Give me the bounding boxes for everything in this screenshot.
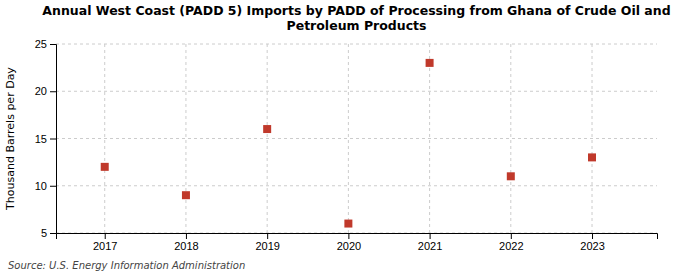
tick-label: 5	[41, 227, 47, 239]
grid-line-x	[104, 44, 105, 233]
tick-label: 2017	[93, 240, 117, 252]
grid-line-y	[56, 44, 657, 45]
tick-mark	[592, 233, 593, 239]
tick: 2023	[580, 233, 604, 252]
tick: 5	[41, 227, 56, 239]
point	[507, 172, 515, 180]
tick: 25	[35, 38, 56, 50]
points	[101, 59, 596, 228]
tick-label: 2023	[580, 240, 604, 252]
tick-mark	[186, 233, 187, 239]
grid-line-x	[267, 44, 268, 233]
tick-mark	[50, 44, 56, 45]
tick-label: 10	[35, 180, 47, 192]
tick-label: 2020	[337, 240, 361, 252]
grid-line-x	[510, 44, 511, 233]
point	[426, 59, 434, 67]
tick: 20	[35, 85, 56, 97]
grid-line-y	[56, 138, 657, 139]
tick-mark	[430, 233, 431, 239]
tick-label: 25	[35, 38, 47, 50]
grid-line-x	[592, 44, 593, 233]
tick-label: 2022	[499, 240, 523, 252]
tick-label: 2021	[418, 240, 442, 252]
y-axis-title: Thousand Barrels per Day	[4, 67, 17, 211]
chart-container: 2017 2018 2019 2020 2021 2022 2023 5 10 15 20 25 Tho…	[0, 0, 675, 275]
grid-line-x	[185, 44, 186, 233]
plot-area: 2017 2018 2019 2020 2021 2022 2023 5 10 15 20 25	[35, 38, 658, 252]
grid-line-y	[56, 185, 657, 186]
chart-svg: 2017 2018 2019 2020 2021 2022 2023 5 10 15 20 25 Tho…	[0, 0, 675, 275]
grid-line-x	[348, 44, 349, 233]
tick-mark	[50, 139, 56, 140]
source: Source: U.S. Energy Information Administ…	[8, 260, 245, 271]
tick: 2021	[418, 233, 442, 252]
title: Annual West Coast (PADD 5) Imports by PA…	[42, 3, 670, 33]
x-axis: 2017 2018 2019 2020 2021 2022 2023	[57, 233, 658, 252]
tick: 2020	[337, 233, 361, 252]
grid-line-x	[429, 44, 430, 233]
tick-mark	[50, 91, 56, 92]
tick-label: 15	[35, 133, 47, 145]
point	[101, 163, 109, 171]
tick-mark	[50, 233, 56, 234]
tick-label: 2018	[174, 240, 198, 252]
tick-mark	[267, 233, 268, 239]
tick-mark	[105, 233, 106, 239]
point	[263, 125, 271, 133]
tick-label: 2019	[255, 240, 279, 252]
tick: 2017	[93, 233, 117, 252]
tick-mark	[511, 233, 512, 239]
tick: 2019	[255, 233, 279, 252]
grid	[56, 44, 657, 233]
point	[588, 153, 596, 161]
y-axis: 5 10 15 20 25	[35, 38, 57, 239]
axis-line	[50, 45, 57, 234]
tick: 10	[35, 180, 56, 192]
tick: 15	[35, 133, 56, 145]
tick-label: 20	[35, 85, 47, 97]
axis-line	[57, 234, 658, 240]
title-line: Petroleum Products	[287, 18, 427, 33]
tick: 2022	[499, 233, 523, 252]
tick-mark	[348, 233, 349, 239]
title-line: Annual West Coast (PADD 5) Imports by PA…	[42, 3, 670, 18]
point	[182, 191, 190, 199]
grid-line-y	[56, 91, 657, 92]
tick: 2018	[174, 233, 198, 252]
point	[344, 220, 352, 228]
tick-mark	[50, 186, 56, 187]
